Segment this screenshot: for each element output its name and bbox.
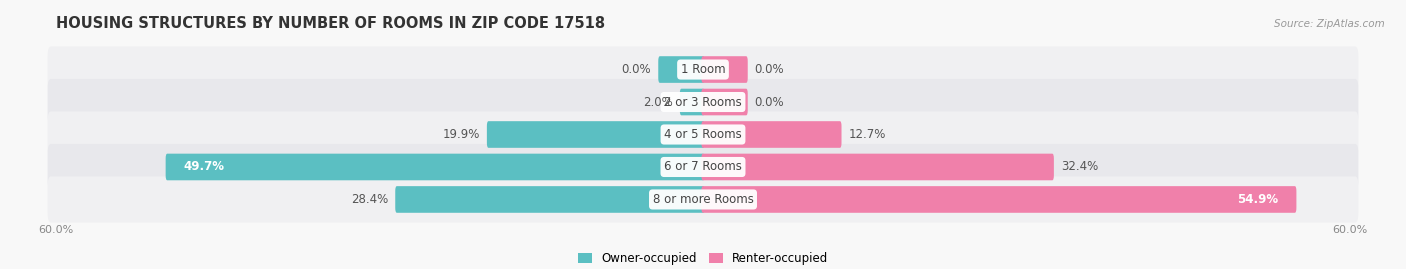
FancyBboxPatch shape <box>48 111 1358 158</box>
Text: 0.0%: 0.0% <box>755 63 785 76</box>
Text: 6 or 7 Rooms: 6 or 7 Rooms <box>664 161 742 174</box>
Text: 28.4%: 28.4% <box>352 193 388 206</box>
Text: 19.9%: 19.9% <box>443 128 479 141</box>
FancyBboxPatch shape <box>702 121 842 148</box>
FancyBboxPatch shape <box>486 121 704 148</box>
FancyBboxPatch shape <box>395 186 704 213</box>
FancyBboxPatch shape <box>48 47 1358 93</box>
FancyBboxPatch shape <box>48 79 1358 125</box>
FancyBboxPatch shape <box>702 186 1296 213</box>
FancyBboxPatch shape <box>681 89 704 115</box>
FancyBboxPatch shape <box>658 56 704 83</box>
Legend: Owner-occupied, Renter-occupied: Owner-occupied, Renter-occupied <box>572 247 834 269</box>
Text: 54.9%: 54.9% <box>1237 193 1278 206</box>
Text: 4 or 5 Rooms: 4 or 5 Rooms <box>664 128 742 141</box>
Text: 49.7%: 49.7% <box>183 161 225 174</box>
FancyBboxPatch shape <box>702 89 748 115</box>
FancyBboxPatch shape <box>48 144 1358 190</box>
FancyBboxPatch shape <box>702 154 1054 180</box>
Text: 8 or more Rooms: 8 or more Rooms <box>652 193 754 206</box>
Text: 2.0%: 2.0% <box>643 95 673 108</box>
Text: 0.0%: 0.0% <box>621 63 651 76</box>
FancyBboxPatch shape <box>166 154 704 180</box>
Text: 32.4%: 32.4% <box>1062 161 1098 174</box>
Text: HOUSING STRUCTURES BY NUMBER OF ROOMS IN ZIP CODE 17518: HOUSING STRUCTURES BY NUMBER OF ROOMS IN… <box>56 16 606 31</box>
Text: Source: ZipAtlas.com: Source: ZipAtlas.com <box>1274 19 1385 29</box>
FancyBboxPatch shape <box>702 56 748 83</box>
Text: 0.0%: 0.0% <box>755 95 785 108</box>
FancyBboxPatch shape <box>48 176 1358 222</box>
Text: 1 Room: 1 Room <box>681 63 725 76</box>
Text: 12.7%: 12.7% <box>849 128 886 141</box>
Text: 2 or 3 Rooms: 2 or 3 Rooms <box>664 95 742 108</box>
